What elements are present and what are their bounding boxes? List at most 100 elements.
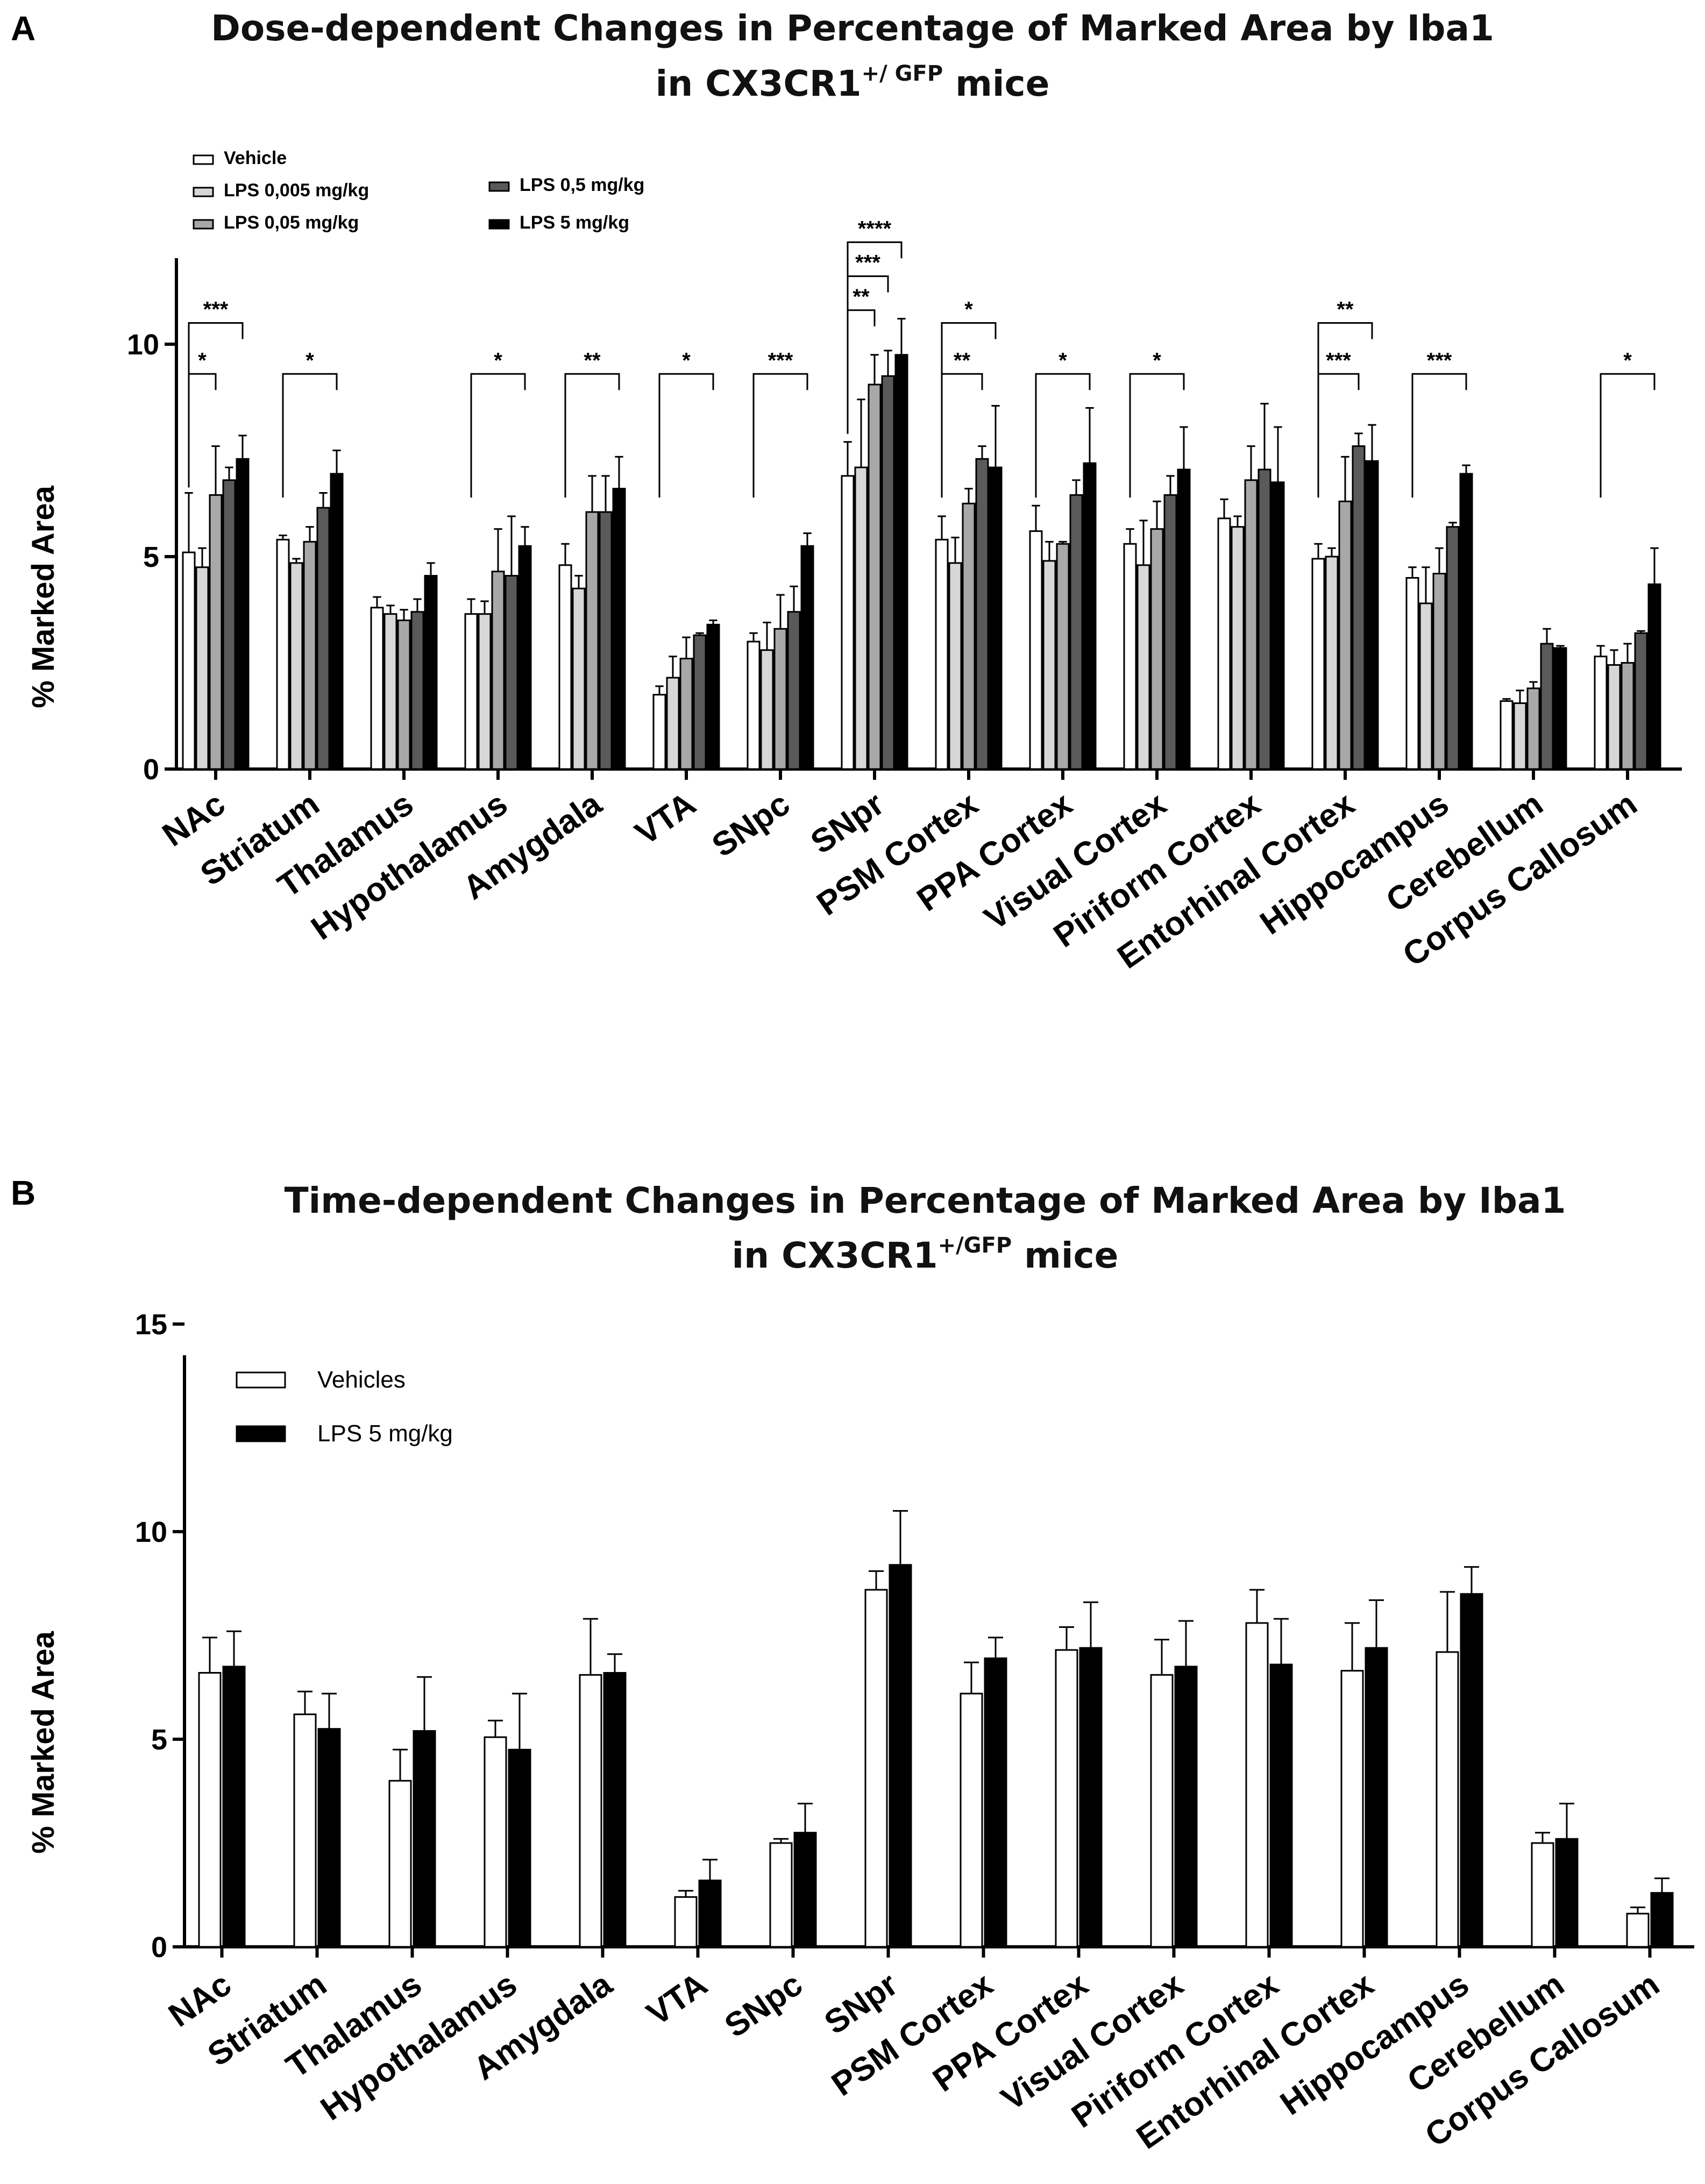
bar-lps-5-mg-kg: [603, 1671, 627, 1948]
bar-lps-0-5-mg-kg: [1258, 468, 1271, 770]
legend-entry: LPS 0,5 mg/kg: [488, 175, 644, 195]
legend-label: Vehicles: [317, 1367, 406, 1393]
bar-lps-5-mg-kg: [800, 545, 814, 770]
bar-vehicles: [293, 1713, 317, 1948]
legend-entry: LPS 5 mg/kg: [488, 212, 629, 233]
bar-lps-0-005-mg-kg: [948, 562, 962, 770]
legend-entry: Vehicles: [236, 1367, 406, 1393]
bar-lps-0-5-mg-kg: [599, 511, 613, 770]
panel-b-group-entorhinal-cortex: [1340, 1599, 1388, 1948]
bar-lps-0-05-mg-kg: [773, 628, 787, 770]
significance-bracket: **: [941, 348, 983, 498]
bar-lps-0-05-mg-kg: [1244, 479, 1258, 770]
panel-a-group-ppa-cortex: [1029, 407, 1097, 770]
panel-a: A Dose-dependent Changes in Percentage of…: [11, 8, 1682, 976]
significance-bracket: *: [1035, 348, 1091, 498]
legend-label: LPS 5 mg/kg: [520, 212, 629, 233]
panel-b-title-line2: in CX3CR1+/GFP mice: [732, 1233, 1119, 1276]
significance-bracket: *: [470, 348, 526, 498]
bar-lps-0-05-mg-kg: [868, 383, 882, 770]
bar-vehicle: [276, 538, 290, 770]
bar-lps-0-5-mg-kg: [693, 634, 707, 770]
significance-bracket: ***: [1411, 348, 1467, 498]
bar-lps-5-mg-kg: [1650, 1892, 1674, 1948]
significance-bracket: ***: [752, 348, 808, 498]
significance-bracket: ***: [1317, 348, 1360, 498]
significance-label: **: [584, 348, 601, 372]
legend-swatch: [193, 154, 214, 165]
bar-lps-0-05-mg-kg: [1621, 662, 1635, 770]
significance-bracket: *: [1129, 348, 1185, 498]
significance-bracket-line: [1600, 373, 1656, 498]
bar-vehicle: [182, 551, 196, 770]
panel-b-group-hippocampus: [1436, 1566, 1483, 1948]
panel-b-x-tick-label: PSM Cortex: [825, 1966, 1000, 2103]
panel-b-y-axis-label: % Marked Area: [26, 1631, 61, 1853]
significance-label: ****: [858, 217, 892, 240]
bar-lps-0-005-mg-kg: [195, 566, 209, 770]
bar-lps-0-05-mg-kg: [1526, 687, 1540, 770]
bar-lps-5-mg-kg: [1269, 1663, 1293, 1948]
legend-entry: LPS 0,05 mg/kg: [193, 212, 359, 233]
significance-label: ***: [768, 348, 793, 372]
panel-b-group-piriform-cortex: [1245, 1589, 1293, 1948]
bar-lps-5-mg-kg: [1647, 583, 1661, 770]
panel-b-group-nac: [198, 1630, 246, 1948]
significance-label: *: [1623, 348, 1632, 372]
panel-b-y-tick-label: 5: [151, 1724, 167, 1756]
bar-lps-0-05-mg-kg: [1432, 573, 1446, 770]
bar-lps-5-mg-kg: [1177, 468, 1191, 770]
significance-bracket: *: [188, 348, 217, 488]
bar-vehicle: [558, 564, 572, 770]
panel-b-group-amygdala: [579, 1618, 627, 1948]
panel-a-x-tick-label: VTA: [629, 785, 702, 852]
legend-entry: LPS 0,005 mg/kg: [193, 180, 369, 201]
bar-lps-5-mg-kg: [894, 354, 908, 770]
bar-lps-5-mg-kg: [1079, 1647, 1103, 1948]
bar-lps-0-005-mg-kg: [1325, 556, 1339, 770]
bar-lps-0-5-mg-kg: [881, 375, 895, 770]
bar-lps-5-mg-kg: [424, 575, 438, 770]
significance-label: *: [1058, 348, 1067, 372]
bar-lps-5-mg-kg: [1174, 1666, 1198, 1948]
legend-swatch: [488, 181, 510, 192]
bar-lps-0-05-mg-kg: [397, 620, 411, 770]
bar-vehicles: [960, 1692, 983, 1948]
panel-a-group-psm-cortex: [935, 405, 1003, 770]
bar-lps-0-05-mg-kg: [962, 502, 976, 770]
bar-lps-0-05-mg-kg: [679, 658, 693, 770]
significance-label: **: [852, 285, 870, 309]
panel-b: B Time-dependent Changes in Percentage of…: [11, 1173, 1694, 2157]
bar-lps-0-5-mg-kg: [975, 458, 989, 770]
bar-lps-0-5-mg-kg: [316, 507, 330, 770]
bar-vehicles: [579, 1674, 602, 1948]
significance-bracket-line: [470, 373, 526, 498]
legend-entry: Vehicle: [193, 148, 287, 168]
bar-lps-0-005-mg-kg: [478, 613, 492, 770]
significance-label: *: [964, 298, 973, 322]
bar-vehicle: [747, 641, 761, 770]
legend-swatch: [193, 187, 214, 197]
bar-vehicles: [1055, 1649, 1078, 1948]
bar-lps-5-mg-kg: [317, 1728, 341, 1948]
significance-bracket-line: [941, 322, 997, 447]
bar-lps-0-5-mg-kg: [787, 611, 801, 770]
significance-bracket: **: [564, 348, 620, 498]
bar-lps-0-005-mg-kg: [666, 677, 680, 770]
bar-lps-0-5-mg-kg: [410, 611, 424, 770]
bar-vehicles: [1340, 1670, 1364, 1948]
bar-lps-0-005-mg-kg: [1042, 560, 1056, 770]
panel-b-group-visual-cortex: [1150, 1620, 1198, 1948]
bar-lps-0-05-mg-kg: [1056, 543, 1070, 770]
panel-b-x-tick-label: VTA: [640, 1966, 714, 2033]
panel-b-x-tick-label: NAc: [162, 1966, 238, 2034]
panel-a-y-tick-label: 5: [143, 541, 159, 573]
significance-bracket-line: [752, 373, 808, 498]
panel-a-group-striatum: [276, 450, 344, 770]
significance-bracket-line: [658, 373, 714, 498]
bar-vehicle: [1123, 543, 1137, 770]
bar-lps-0-005-mg-kg: [1419, 602, 1433, 770]
significance-label: ***: [203, 298, 229, 322]
bar-lps-5-mg-kg: [413, 1730, 436, 1948]
